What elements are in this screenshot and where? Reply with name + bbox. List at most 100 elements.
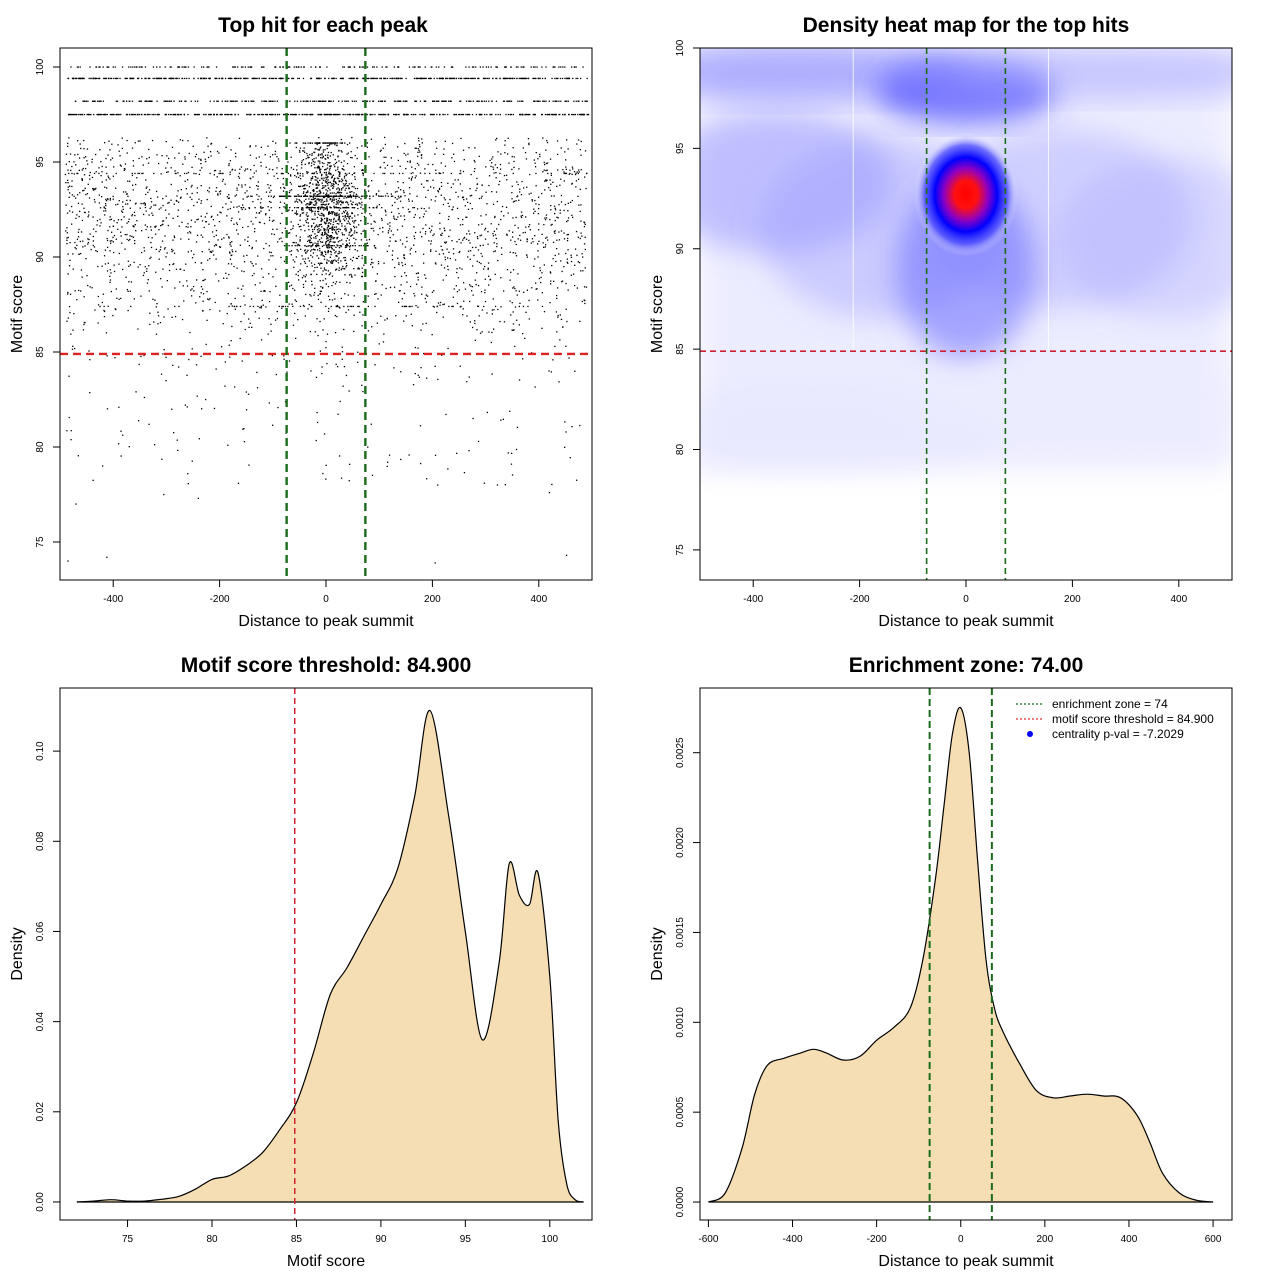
scatter-point bbox=[334, 158, 336, 161]
scatter-point bbox=[519, 191, 521, 193]
scatter-point bbox=[205, 77, 208, 80]
scatter-point bbox=[278, 238, 281, 240]
scatter-point bbox=[417, 306, 419, 308]
scatter-point bbox=[327, 229, 329, 232]
scatter-point bbox=[346, 207, 348, 209]
scatter-point bbox=[424, 66, 426, 68]
scatter-point bbox=[132, 184, 134, 186]
scatter-point bbox=[160, 373, 163, 375]
scatter-point bbox=[101, 301, 103, 304]
scatter-point bbox=[314, 167, 316, 169]
scatter-point bbox=[200, 77, 202, 80]
scatter-point bbox=[275, 142, 277, 144]
scatter-point bbox=[336, 195, 338, 197]
scatter-point bbox=[81, 169, 83, 171]
scatter-point bbox=[234, 308, 236, 310]
scatter-point bbox=[447, 182, 449, 184]
scatter-point bbox=[412, 207, 414, 209]
scatter-point bbox=[538, 277, 541, 280]
scatter-point bbox=[321, 157, 323, 159]
scatter-point bbox=[347, 202, 349, 204]
scatter-point bbox=[584, 302, 586, 305]
scatter-point bbox=[250, 169, 252, 171]
scatter-point bbox=[492, 203, 495, 205]
scatter-point bbox=[328, 211, 330, 213]
scatter-point bbox=[378, 190, 380, 192]
scatter-point bbox=[299, 178, 302, 180]
scatter-point bbox=[291, 113, 293, 116]
scatter-point bbox=[477, 305, 479, 307]
scatter-point bbox=[276, 172, 278, 175]
scatter-point bbox=[336, 315, 338, 318]
scatter-point bbox=[320, 113, 322, 116]
scatter-point bbox=[143, 202, 146, 204]
scatter-point bbox=[234, 100, 236, 102]
scatter-point bbox=[322, 472, 324, 475]
scatter-point bbox=[534, 258, 536, 260]
scatter-point bbox=[92, 188, 94, 190]
scatter-point bbox=[131, 172, 133, 175]
scatter-point bbox=[231, 241, 233, 243]
scatter-point bbox=[522, 147, 524, 149]
scatter-point bbox=[210, 251, 213, 253]
scatter-point bbox=[337, 156, 339, 158]
scatter-point bbox=[325, 273, 327, 275]
scatter-point bbox=[97, 295, 99, 298]
scatter-point bbox=[110, 242, 112, 244]
scatter-point bbox=[517, 100, 519, 102]
scatter-point bbox=[391, 254, 393, 256]
scatter-point bbox=[305, 207, 307, 209]
scatter-point bbox=[255, 77, 257, 80]
scatter-point bbox=[305, 192, 307, 194]
scatter-point bbox=[312, 244, 314, 246]
scatter-point bbox=[444, 258, 447, 261]
scatter-point bbox=[149, 323, 151, 326]
scatter-point bbox=[328, 172, 330, 175]
scatter-point bbox=[229, 243, 231, 246]
scatter-point bbox=[206, 212, 208, 215]
scatter-point bbox=[382, 231, 384, 233]
scatter-point bbox=[519, 113, 522, 116]
scatter-point bbox=[149, 257, 151, 260]
scatter-point bbox=[492, 156, 494, 158]
scatter-point bbox=[574, 264, 576, 266]
scatter-point bbox=[247, 195, 249, 197]
scatter-point bbox=[537, 256, 539, 258]
scatter-point bbox=[506, 234, 508, 236]
scatter-point bbox=[338, 455, 341, 457]
scatter-point bbox=[487, 268, 489, 270]
scatter-point bbox=[247, 225, 249, 228]
scatter-point bbox=[414, 372, 416, 375]
scatter-point bbox=[550, 195, 553, 197]
scatter-point bbox=[175, 172, 177, 175]
scatter-point bbox=[338, 217, 340, 219]
scatter-point bbox=[381, 219, 383, 221]
scatter-point bbox=[261, 113, 264, 116]
scatter-point bbox=[324, 222, 326, 224]
scatter-point bbox=[336, 212, 338, 214]
scatter-point bbox=[391, 77, 393, 80]
scatter-point bbox=[78, 77, 80, 80]
scatter-point bbox=[282, 190, 285, 192]
scatter-point bbox=[344, 172, 346, 175]
scatter-point bbox=[351, 174, 353, 176]
scatter-point bbox=[386, 192, 388, 195]
scatter-point bbox=[294, 289, 296, 291]
scatter-point bbox=[186, 406, 188, 408]
scatter-point bbox=[268, 200, 271, 203]
scatter-point bbox=[459, 77, 462, 80]
scatter-point bbox=[215, 229, 218, 232]
scatter-point bbox=[123, 168, 126, 170]
scatter-point bbox=[197, 113, 199, 116]
scatter-point bbox=[264, 100, 267, 102]
scatter-point bbox=[329, 236, 331, 238]
scatter-point bbox=[355, 195, 357, 197]
scatter-point bbox=[334, 298, 336, 300]
scatter-point bbox=[335, 113, 337, 116]
scatter-point bbox=[133, 225, 135, 227]
scatter-point bbox=[283, 260, 286, 263]
scatter-point bbox=[316, 216, 318, 219]
scatter-point bbox=[339, 400, 341, 403]
scatter-point bbox=[405, 305, 408, 308]
scatter-point bbox=[541, 113, 543, 116]
